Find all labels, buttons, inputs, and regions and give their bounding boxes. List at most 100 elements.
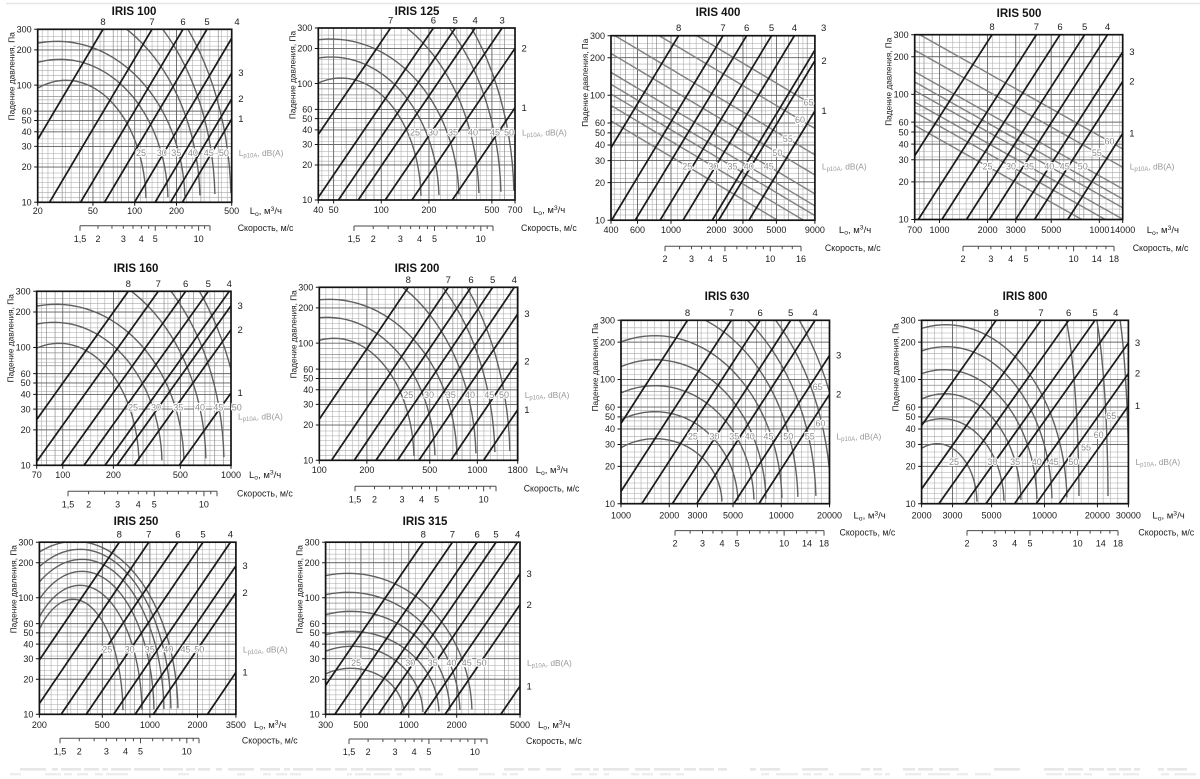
svg-text:5000: 5000 — [723, 511, 743, 521]
svg-text:1000: 1000 — [1089, 225, 1109, 235]
svg-text:50: 50 — [194, 644, 204, 654]
svg-text:100: 100 — [18, 593, 33, 603]
svg-text:2: 2 — [1135, 369, 1140, 380]
svg-text:2: 2 — [238, 94, 243, 105]
svg-text:6: 6 — [474, 530, 479, 541]
svg-text:14000: 14000 — [1110, 225, 1135, 235]
svg-text:30: 30 — [987, 457, 997, 467]
svg-text:200: 200 — [18, 558, 33, 568]
svg-text:60: 60 — [1104, 137, 1114, 147]
svg-text:10: 10 — [1073, 539, 1083, 549]
svg-text:35: 35 — [1010, 457, 1020, 467]
svg-text:16: 16 — [796, 254, 806, 264]
svg-text:Падение давления, Па: Падение давления, Па — [580, 38, 590, 127]
svg-text:200: 200 — [600, 337, 615, 347]
svg-text:70: 70 — [32, 470, 42, 480]
svg-text:50: 50 — [219, 148, 229, 158]
svg-text:Скорость, м/с: Скорость, м/с — [825, 243, 881, 253]
svg-text:4: 4 — [412, 747, 417, 757]
svg-text:60: 60 — [302, 105, 312, 115]
svg-text:25: 25 — [410, 128, 420, 138]
svg-text:35: 35 — [145, 644, 155, 654]
svg-text:2: 2 — [672, 539, 677, 549]
svg-text:45: 45 — [764, 162, 774, 172]
svg-text:50: 50 — [23, 628, 33, 638]
svg-text:6: 6 — [757, 308, 762, 319]
svg-text:IRIS 315: IRIS 315 — [403, 516, 448, 528]
svg-text:5: 5 — [1082, 22, 1087, 33]
svg-text:30: 30 — [424, 390, 434, 400]
svg-text:Скорость, м/с: Скорость, м/с — [238, 223, 294, 233]
svg-text:5: 5 — [1092, 308, 1097, 319]
svg-text:5000: 5000 — [982, 511, 1002, 521]
svg-text:IRIS 100: IRIS 100 — [112, 6, 157, 18]
svg-text:2: 2 — [662, 254, 667, 264]
svg-text:40: 40 — [744, 162, 754, 172]
svg-text:Lo, м3/ч: Lo, м3/ч — [250, 206, 282, 218]
svg-text:4: 4 — [234, 17, 239, 28]
svg-text:3: 3 — [527, 569, 532, 580]
svg-text:4: 4 — [708, 254, 713, 264]
svg-text:30: 30 — [310, 654, 320, 664]
svg-text:300: 300 — [894, 30, 909, 40]
svg-text:100: 100 — [590, 90, 605, 100]
svg-text:8: 8 — [117, 530, 122, 541]
svg-text:Lo, м3/ч: Lo, м3/ч — [254, 720, 286, 732]
svg-text:4: 4 — [136, 499, 141, 509]
svg-text:1,5: 1,5 — [348, 234, 361, 244]
svg-text:50: 50 — [22, 116, 32, 126]
svg-text:Lo, м3/ч: Lo, м3/ч — [1152, 511, 1184, 523]
svg-text:10: 10 — [899, 215, 909, 225]
svg-text:3: 3 — [689, 254, 694, 264]
svg-text:200: 200 — [421, 205, 436, 215]
svg-text:7: 7 — [446, 275, 451, 286]
svg-text:20: 20 — [302, 160, 312, 170]
svg-text:7: 7 — [149, 17, 154, 28]
svg-text:3: 3 — [242, 561, 247, 572]
svg-text:200: 200 — [32, 720, 47, 730]
svg-text:1,5: 1,5 — [62, 499, 75, 509]
svg-text:500: 500 — [422, 465, 437, 475]
svg-text:2000: 2000 — [659, 511, 679, 521]
svg-text:7: 7 — [156, 279, 161, 290]
svg-text:Падение давления, Па: Падение давления, Па — [295, 545, 305, 634]
svg-text:2: 2 — [821, 56, 826, 67]
svg-text:1000: 1000 — [399, 720, 419, 730]
svg-text:5: 5 — [426, 747, 431, 757]
svg-text:1,5: 1,5 — [343, 747, 356, 757]
svg-text:14: 14 — [802, 539, 812, 549]
svg-text:50: 50 — [504, 128, 514, 138]
svg-text:25: 25 — [403, 390, 413, 400]
svg-text:20: 20 — [899, 177, 909, 187]
svg-text:3000: 3000 — [733, 225, 753, 235]
svg-text:1,5: 1,5 — [74, 234, 87, 244]
svg-text:200: 200 — [297, 44, 312, 54]
svg-text:700: 700 — [907, 225, 922, 235]
svg-text:30: 30 — [157, 148, 167, 158]
svg-text:IRIS 500: IRIS 500 — [997, 8, 1042, 20]
svg-text:30: 30 — [151, 403, 161, 413]
svg-text:25: 25 — [102, 644, 112, 654]
svg-text:3: 3 — [836, 351, 841, 362]
svg-text:30: 30 — [605, 440, 615, 450]
svg-text:4: 4 — [1008, 254, 1013, 264]
svg-text:2000: 2000 — [187, 720, 207, 730]
svg-text:50: 50 — [906, 412, 916, 422]
svg-text:4: 4 — [123, 746, 128, 756]
svg-text:7: 7 — [450, 530, 455, 541]
svg-text:40: 40 — [195, 403, 205, 413]
svg-text:50: 50 — [310, 628, 320, 638]
svg-text:Lp10A, dB(A): Lp10A, dB(A) — [522, 128, 567, 140]
svg-text:6: 6 — [1066, 308, 1071, 319]
svg-text:60: 60 — [310, 619, 320, 629]
svg-text:55: 55 — [805, 432, 815, 442]
svg-text:6: 6 — [183, 279, 188, 290]
svg-text:100: 100 — [312, 465, 327, 475]
svg-text:60: 60 — [815, 418, 825, 428]
svg-text:200: 200 — [16, 307, 31, 317]
svg-text:5: 5 — [493, 530, 498, 541]
svg-text:3: 3 — [1129, 47, 1134, 58]
svg-text:50: 50 — [595, 128, 605, 138]
svg-text:18: 18 — [1109, 254, 1119, 264]
svg-text:8: 8 — [126, 279, 131, 290]
